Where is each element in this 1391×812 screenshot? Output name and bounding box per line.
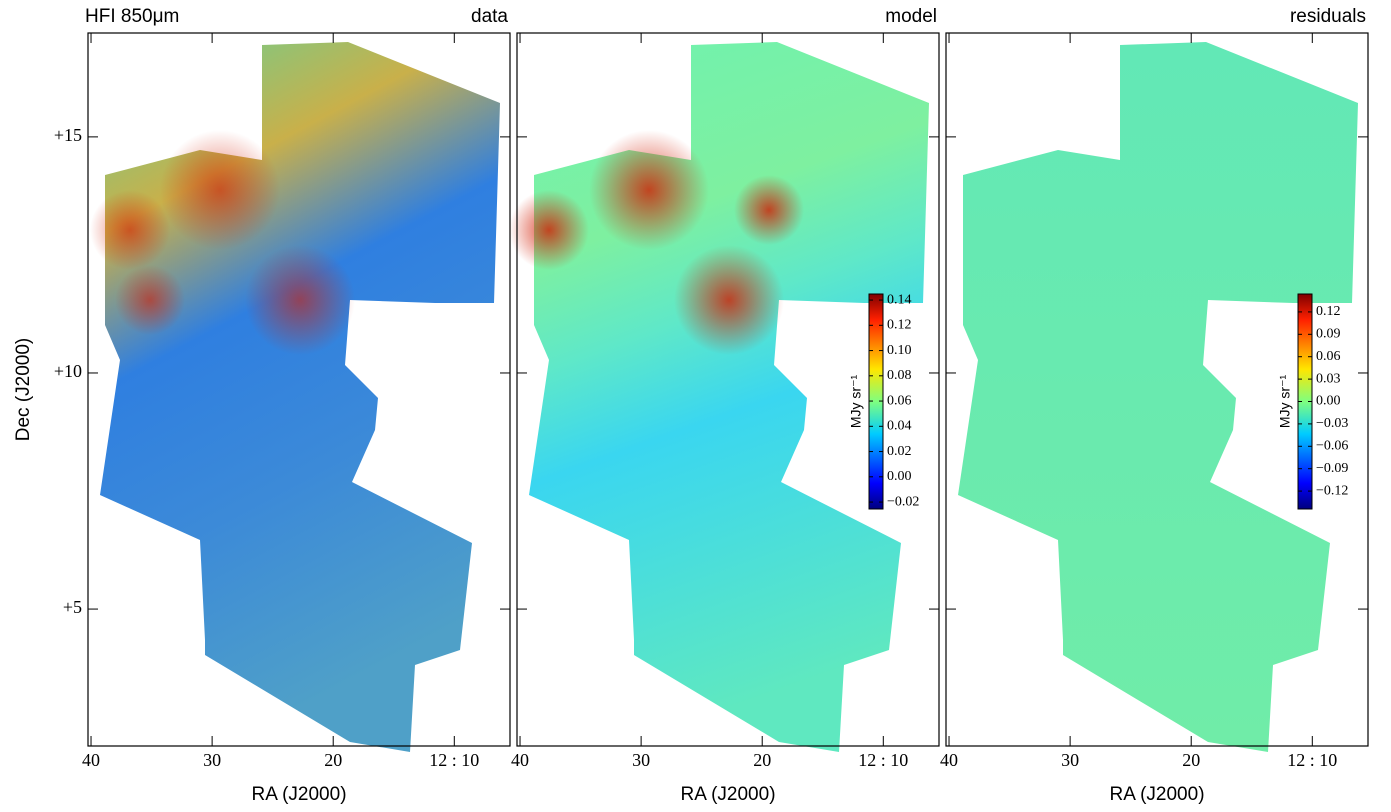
colorbar-label: MJy sr⁻¹: [848, 375, 864, 429]
colorbar-tick-label: 0.09: [1316, 327, 1341, 342]
panel-title: residuals: [1290, 6, 1366, 27]
x-tick-label: 20: [324, 750, 342, 770]
x-axis-label: RA (J2000): [251, 784, 346, 805]
frame: [945, 32, 1369, 747]
colorbar-tick-label: 0.00: [887, 469, 912, 484]
colorbar-tick-label: 0.12: [1316, 304, 1341, 319]
colorbar-tick-label: 0.02: [887, 444, 912, 459]
x-tick-label: 40: [511, 750, 529, 770]
y-tick-label: +15: [54, 125, 82, 145]
x-axis-label: RA (J2000): [680, 784, 775, 805]
colorbar-label: MJy sr⁻¹: [1277, 375, 1293, 429]
panel-label: HFI 850μm: [85, 6, 179, 27]
colorbar-tick-label: 0.06: [887, 393, 912, 408]
panel-title: data: [471, 6, 508, 27]
colorbar-tick-label: −0.03: [1316, 416, 1348, 431]
x-tick-label: 30: [632, 750, 650, 770]
map-feature: [160, 130, 280, 250]
map-image: [100, 42, 500, 752]
map-image: [958, 42, 1358, 752]
map-feature: [589, 130, 709, 250]
y-tick-label: +5: [63, 597, 82, 617]
colorbar-tick-label: 0.06: [1316, 349, 1341, 364]
colorbar-tick-label: 0.08: [887, 368, 912, 383]
frame: [516, 32, 940, 747]
colorbar-tick-label: 0.00: [1316, 394, 1341, 409]
colorbar-tick-label: 0.14: [887, 292, 912, 307]
map-feature: [509, 190, 589, 270]
map-feature: [115, 265, 185, 335]
colorbar-tick-label: −0.09: [1316, 461, 1348, 476]
colorbar-tick-label: −0.02: [887, 494, 919, 509]
map-feature: [90, 190, 170, 270]
x-tick-label: 12 : 10: [429, 750, 479, 770]
map-feature: [674, 245, 784, 355]
colorbar-tick-label: 0.04: [887, 419, 912, 434]
x-tick-label: 20: [1182, 750, 1200, 770]
y-axis-label: Dec (J2000): [13, 338, 34, 442]
x-axis-label: RA (J2000): [1109, 784, 1204, 805]
colorbar-tick-label: 0.12: [887, 318, 912, 333]
x-tick-label: 12 : 10: [858, 750, 908, 770]
x-tick-label: 30: [203, 750, 221, 770]
x-tick-label: 12 : 10: [1287, 750, 1337, 770]
panel-title: model: [885, 6, 937, 27]
x-tick-label: 20: [753, 750, 771, 770]
x-tick-label: 40: [82, 750, 100, 770]
map-feature: [734, 175, 804, 245]
x-tick-label: 30: [1061, 750, 1079, 770]
colorbar-tick-label: 0.10: [887, 343, 912, 358]
y-tick-label: +10: [54, 361, 82, 381]
colorbar-tick-label: 0.03: [1316, 371, 1341, 386]
x-tick-label: 40: [940, 750, 958, 770]
map-feature: [245, 245, 355, 355]
frame: [87, 32, 511, 747]
colorbar-tick-label: −0.12: [1316, 483, 1348, 498]
colorbar-tick-label: −0.06: [1316, 439, 1348, 454]
